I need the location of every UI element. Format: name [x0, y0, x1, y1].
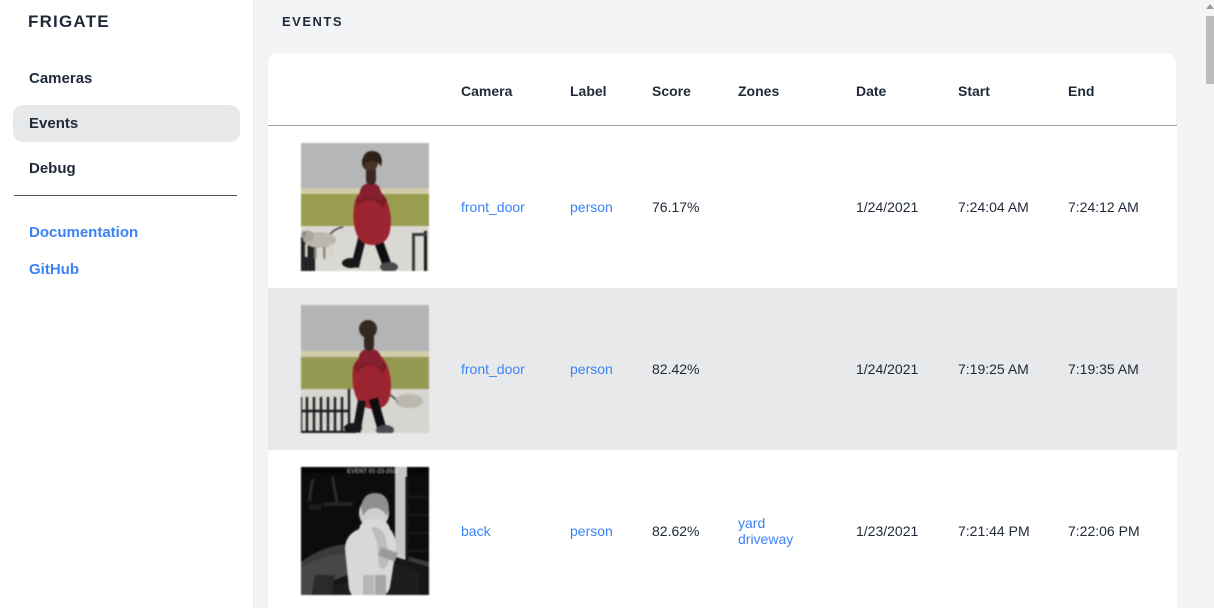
svg-text:EVENT 01-23-2021: EVENT 01-23-2021: [347, 469, 400, 475]
